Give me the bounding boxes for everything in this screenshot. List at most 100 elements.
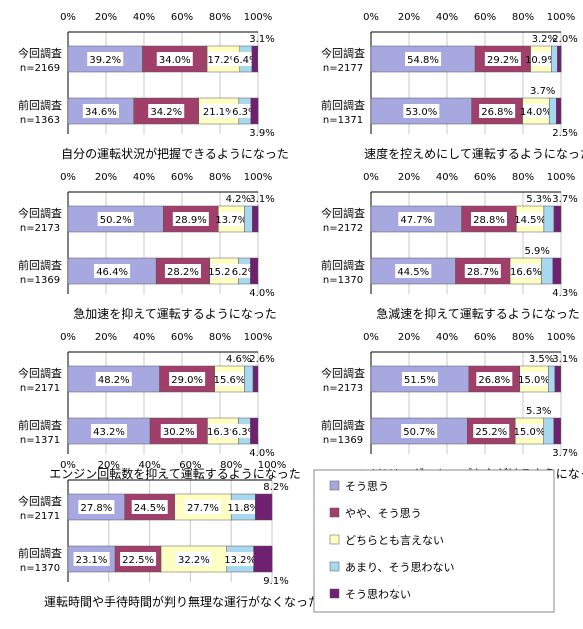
data-label: 24.5% [134,503,166,514]
legend-swatch [329,534,340,545]
x-tick-label: 80% [220,460,242,471]
bar-segment [255,493,273,521]
row-title-label: 今回調査 [18,366,62,380]
row-title-label: 前回調査 [321,258,365,272]
x-tick-label: 0% [363,332,379,343]
data-label: 6.3% [232,107,257,118]
x-tick-label: 40% [133,172,155,183]
x-tick-label: 40% [133,332,155,343]
data-label: 53.0% [405,107,437,118]
x-tick-label: 80% [209,172,231,183]
data-label: 15.2% [208,267,240,278]
data-label: 46.4% [96,267,128,278]
data-label-bg [479,104,516,118]
data-label: 48.2% [98,375,130,386]
row-title-label: 今回調査 [18,46,62,60]
data-label-bg [219,212,244,226]
x-tick-label: 60% [474,12,496,23]
x-tick-label: 0% [60,460,76,471]
x-tick-label: 100% [244,12,273,23]
data-label: 3.7% [530,86,555,97]
data-label-bg [169,372,206,386]
data-label: 47.7% [400,215,432,226]
data-label: 50.2% [100,215,132,226]
data-label: 26.8% [478,375,510,386]
row-sample-size: n=2173 [323,383,363,394]
legend-label: どちらとも言えない [345,534,444,547]
legend-swatch [329,507,340,518]
data-label: 4.0% [249,448,274,459]
bar-segment [543,417,555,445]
data-label: 3.7% [552,194,577,205]
data-label-bg [131,500,168,514]
data-label-bg [473,424,510,438]
row-sample-size: n=1369 [323,435,363,446]
data-label-bg [164,264,201,278]
row-title-label: 前回調査 [18,258,62,272]
x-tick-label: 100% [547,12,576,23]
x-tick-label: 40% [436,332,458,343]
data-label-bg [511,264,541,278]
data-label-bg [401,372,438,386]
data-label: 29.2% [487,55,519,66]
bar-segment [548,365,556,393]
x-tick-label: 100% [547,332,576,343]
chart-title: 運転時間や手待時間が判り無理な運行がなくなった [44,594,320,609]
data-label: 4.2% [226,194,251,205]
x-tick-label: 20% [398,172,420,183]
x-tick-label: 0% [60,332,76,343]
data-label: 6.4% [233,55,258,66]
row-sample-size: n=1371 [20,435,60,446]
row-title-label: 今回調査 [321,206,365,220]
bar-segment [554,365,562,393]
chart-panel: 0% 20% 40% 60% 80% 100% 今回調査 n=2172 47.7% 28.8% 14… [321,172,580,321]
data-label: 15.6% [214,375,246,386]
chart-panel: 0% 20% 40% 60% 80% 100% 今回調査 n=2173 51.5% 26.8% 15… [321,332,583,481]
row-title-label: 前回調査 [18,546,62,560]
data-label: 51.5% [404,375,436,386]
row-sample-size: n=1370 [20,563,60,574]
data-label: 16.6% [510,267,542,278]
x-tick-label: 20% [95,332,117,343]
data-label: 34.2% [150,107,182,118]
data-label-bg [395,264,432,278]
data-label: 32.2% [178,555,210,566]
x-tick-label: 80% [512,332,534,343]
data-label-bg [94,264,131,278]
chart-title: 速度を控えめにして運転するようになった [364,146,583,161]
x-tick-label: 20% [398,332,420,343]
x-tick-label: 100% [547,172,576,183]
legend-label: やや、そう思う [345,507,422,520]
data-label: 4.3% [552,288,577,299]
bar-segment [251,45,259,73]
row-title-label: 今回調査 [321,46,365,60]
x-tick-label: 60% [474,332,496,343]
data-label: 13.7% [215,215,247,226]
row-sample-size: n=2172 [323,223,363,234]
bar-segment [543,205,555,233]
data-label: 3.9% [249,128,274,139]
data-label-bg [160,424,197,438]
x-tick-label: 40% [436,172,458,183]
data-label: 22.5% [122,555,154,566]
data-label: 44.5% [397,267,429,278]
x-tick-label: 60% [171,332,193,343]
data-label: 26.8% [481,107,513,118]
data-label-bg [405,52,442,66]
data-label: 34.6% [85,107,117,118]
data-label: 15.0% [514,427,546,438]
x-tick-label: 80% [512,172,534,183]
chart-title: 急減速を抑えて運転するようになった [376,306,579,321]
bar-segment [370,257,456,285]
data-label-bg [200,104,237,118]
x-tick-label: 60% [171,12,193,23]
data-label: 3.1% [249,194,274,205]
bar-segment [557,45,562,73]
chart-panel: 0% 20% 40% 60% 80% 100% 今回調査 n=2169 39.2% 34.0% 17… [18,12,289,161]
data-label: 13.2% [224,555,256,566]
x-tick-label: 60% [171,172,193,183]
data-label-bg [78,500,115,514]
legend-label: あまり、そう思わない [345,561,455,574]
